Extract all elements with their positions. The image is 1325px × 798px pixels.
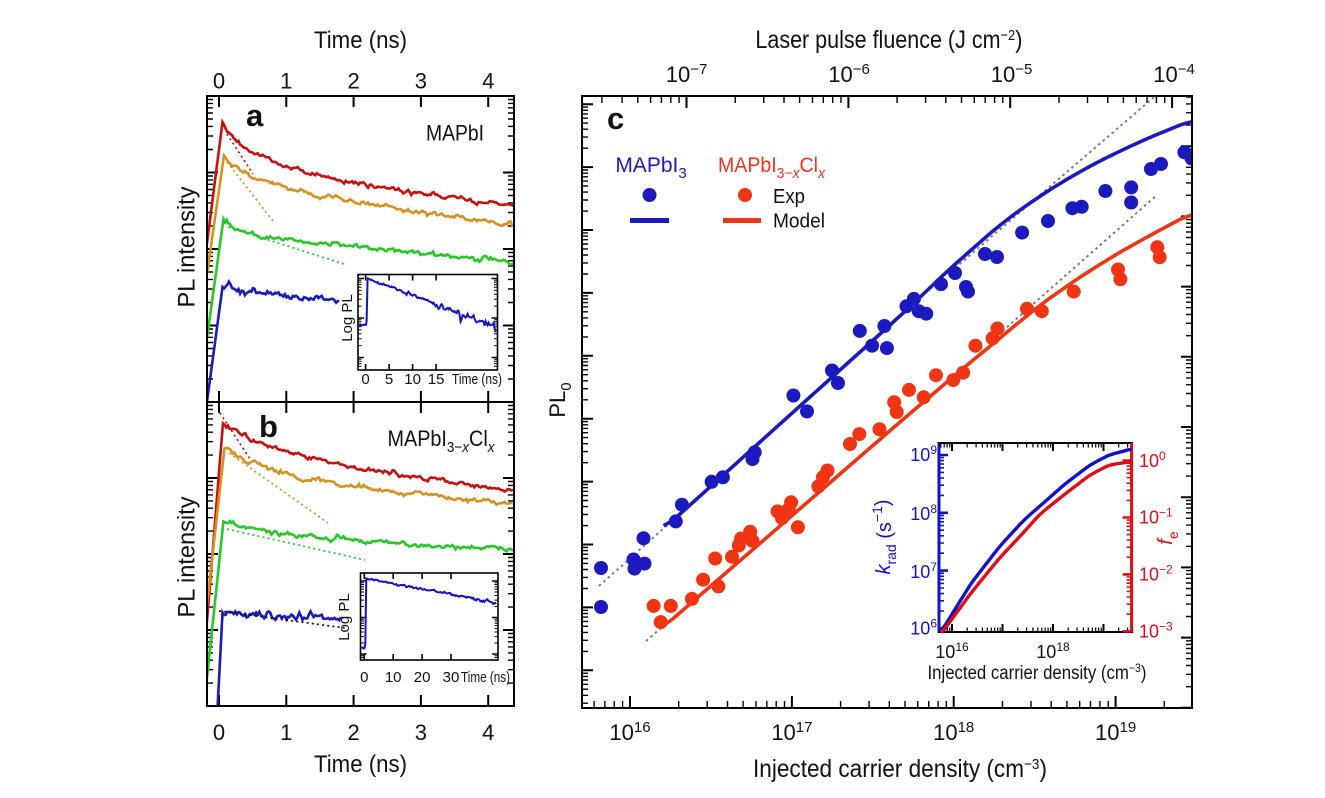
svg-text:0: 0 [361, 371, 369, 388]
svg-text:Time (ns): Time (ns) [461, 670, 510, 686]
svg-text:5: 5 [385, 371, 393, 388]
svg-text:Time (ns): Time (ns) [314, 27, 407, 54]
svg-text:Model: Model [773, 211, 825, 233]
svg-text:MAPbI: MAPbI [426, 121, 484, 146]
svg-text:Injected carrier density (cm−3: Injected carrier density (cm−3) [753, 755, 1047, 783]
svg-text:b: b [259, 409, 278, 444]
svg-text:Time (ns): Time (ns) [314, 751, 407, 778]
svg-text:4: 4 [482, 68, 494, 93]
svg-text:Time (ns): Time (ns) [452, 372, 502, 388]
svg-text:0: 0 [213, 720, 225, 745]
svg-text:0: 0 [360, 669, 368, 686]
svg-text:1: 1 [280, 720, 292, 745]
svg-text:15: 15 [428, 371, 445, 388]
svg-text:Injected carrier density (cm−3: Injected carrier density (cm−3) [928, 661, 1147, 684]
svg-text:2: 2 [347, 68, 359, 93]
svg-text:3: 3 [415, 720, 427, 745]
svg-text:fe: fe [1155, 531, 1181, 545]
svg-text:Log PL: Log PL [336, 593, 353, 641]
svg-text:1018: 1018 [933, 719, 974, 745]
svg-text:0: 0 [213, 68, 225, 93]
svg-text:1: 1 [280, 68, 292, 93]
svg-text:a: a [246, 98, 264, 133]
svg-text:Exp: Exp [773, 186, 805, 208]
svg-text:2: 2 [347, 720, 359, 745]
svg-text:krad (s−1): krad (s−1) [869, 499, 899, 574]
svg-text:30: 30 [443, 669, 460, 686]
svg-text:3: 3 [415, 68, 427, 93]
svg-text:Log PL: Log PL [339, 294, 356, 342]
svg-text:4: 4 [482, 720, 494, 745]
svg-text:1019: 1019 [1095, 719, 1136, 745]
svg-text:PL intensity: PL intensity [174, 187, 201, 308]
svg-text:1017: 1017 [771, 719, 812, 745]
svg-text:10: 10 [385, 669, 402, 686]
svg-text:PL intensity: PL intensity [174, 497, 201, 618]
svg-text:10: 10 [404, 371, 421, 388]
svg-text:Laser pulse fluence (J cm−2): Laser pulse fluence (J cm−2) [755, 26, 1022, 54]
svg-text:c: c [607, 101, 624, 136]
svg-text:20: 20 [414, 669, 431, 686]
